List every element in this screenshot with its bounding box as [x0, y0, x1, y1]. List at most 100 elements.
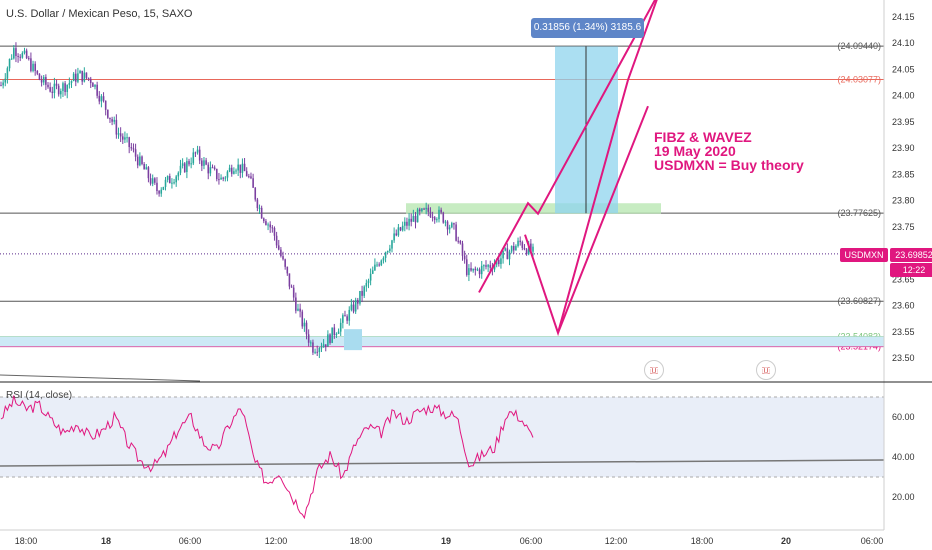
candle-body [205, 160, 207, 165]
candle-body [45, 77, 47, 85]
candle-body [485, 265, 487, 267]
candle-body [2, 82, 4, 86]
rsi-trend-line [0, 459, 885, 467]
candle-body [239, 164, 242, 173]
candle-body [81, 70, 83, 82]
candle-body [459, 240, 462, 244]
candle-body [107, 109, 109, 118]
candle-body [433, 217, 436, 220]
candle-body [410, 218, 413, 222]
candle-body [19, 56, 22, 58]
time-tick-label: 18:00 [15, 536, 38, 546]
candle-body [53, 83, 56, 93]
candle-body [256, 199, 259, 209]
candle-body [34, 63, 36, 71]
candle-body [128, 137, 130, 148]
candle-body [416, 209, 419, 223]
candle-body [275, 235, 278, 246]
candle-body [8, 58, 11, 69]
candle-body [418, 209, 421, 212]
candle-body [512, 246, 515, 251]
candle-body [209, 167, 212, 174]
us-flag-icon[interactable]: 🇺 [756, 360, 776, 380]
candle-body [371, 270, 374, 274]
candle-body [0, 85, 2, 87]
candle-body [386, 250, 389, 253]
candle-body [226, 171, 229, 178]
rsi-tick-label: 60.00 [892, 412, 915, 422]
candle-body [273, 227, 276, 236]
candle-body [134, 149, 137, 157]
candle-body [151, 178, 154, 184]
candle-body [393, 233, 395, 241]
candle-body [100, 96, 103, 102]
candle-body [365, 283, 368, 287]
time-tick-label: 20 [781, 536, 791, 546]
candle-body [30, 58, 32, 71]
us-flag-icon[interactable]: 🇺 [644, 360, 664, 380]
candle-body [21, 53, 24, 58]
rsi-tick-label: 20.00 [892, 492, 915, 502]
candle-body [352, 304, 355, 312]
candle-body [423, 208, 425, 210]
candle-body [380, 260, 383, 266]
pattern-drawings[interactable] [478, 0, 660, 337]
candle-body [335, 333, 338, 336]
price-tick-label: 23.55 [892, 327, 915, 337]
candle-body [32, 63, 34, 71]
candle-body [280, 249, 282, 257]
support-zone [0, 336, 884, 347]
candle-body [156, 182, 158, 191]
candle-body [194, 152, 197, 154]
candle-body [404, 221, 406, 226]
candle-body [322, 344, 325, 348]
candle-body [451, 223, 453, 228]
candle-body [254, 187, 257, 200]
rsi-line [0, 395, 534, 520]
candle-body [74, 73, 77, 82]
candle-body [119, 133, 122, 137]
price-tag: 23.69852 [890, 248, 932, 262]
candle-body [162, 186, 165, 190]
level-label: (23.77625) [837, 208, 881, 218]
candle-body [36, 70, 39, 74]
candle-body [297, 308, 299, 311]
candle-body [72, 73, 75, 82]
candle-body [342, 315, 344, 323]
candle-body [318, 348, 321, 353]
candle-body [158, 190, 160, 194]
candle-body [77, 73, 79, 82]
candle-body [248, 176, 250, 178]
candle-body [378, 264, 380, 266]
candle-body [369, 273, 372, 281]
candle-body [305, 322, 308, 335]
candle-body [307, 334, 310, 343]
candle-body [269, 224, 272, 228]
candle-body [237, 164, 239, 171]
candle-body [312, 342, 314, 353]
candle-body [472, 268, 474, 271]
annotation-text[interactable]: FIBZ & WAVEZ 19 May 2020 USDMXN = Buy th… [654, 129, 804, 173]
candle-body [68, 82, 71, 85]
candle-body [89, 78, 92, 84]
candle-body [506, 248, 509, 260]
candle-body [508, 251, 511, 260]
candle-body [483, 265, 485, 267]
candle-body [62, 83, 64, 91]
price-tick-label: 23.95 [892, 117, 915, 127]
candle-body [230, 167, 233, 174]
candle-body [267, 224, 269, 226]
candle-body [324, 344, 327, 347]
candle-body [38, 73, 41, 80]
candle-body [474, 268, 477, 271]
candle-body [173, 182, 175, 184]
candle-body [6, 68, 9, 79]
candle-body [489, 265, 492, 268]
candle-body [530, 243, 532, 252]
candle-body [207, 164, 210, 174]
candle-body [164, 179, 167, 187]
candle-body [286, 266, 289, 274]
candle-body [102, 96, 105, 101]
candle-body [233, 171, 235, 174]
